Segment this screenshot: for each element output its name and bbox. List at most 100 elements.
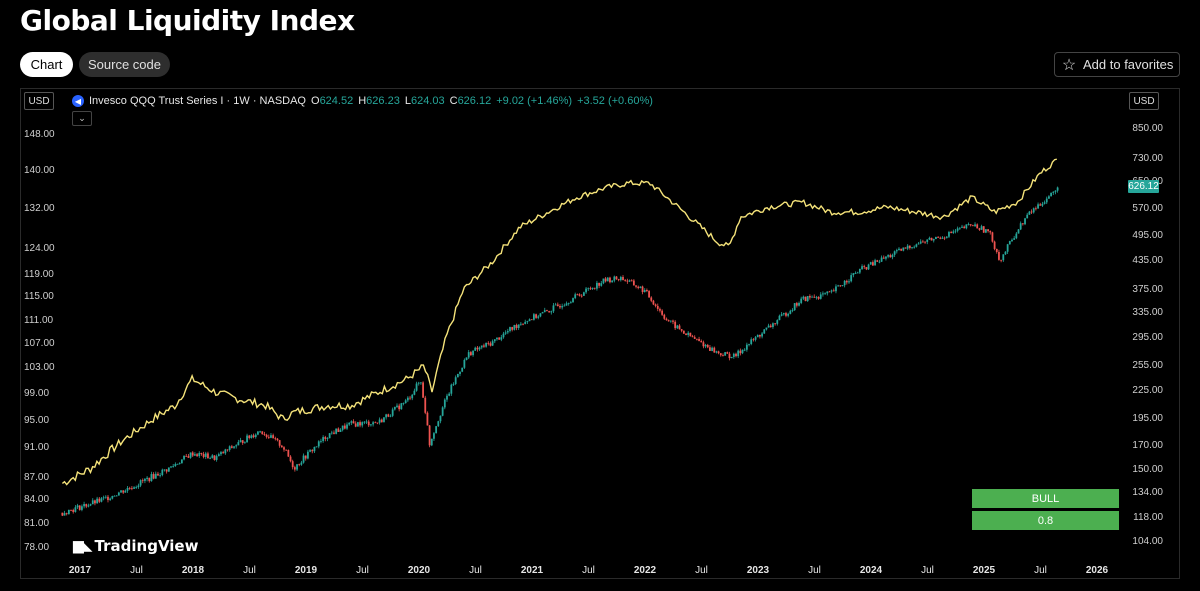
left-axis-tick-label: 95.00	[24, 415, 49, 426]
candle-body	[189, 452, 192, 458]
candle-body	[1030, 211, 1033, 213]
candle-body	[854, 273, 857, 274]
candle-body	[891, 254, 894, 258]
candle-body	[580, 295, 583, 297]
candle-body	[230, 446, 233, 448]
candle-body	[598, 282, 600, 286]
candle-body	[700, 340, 703, 343]
candle-body	[698, 339, 700, 341]
x-axis-tick-label: 2020	[408, 565, 431, 576]
candle-body	[808, 296, 811, 298]
add-to-favorites-label: Add to favorites	[1083, 57, 1174, 72]
candle-body	[233, 446, 235, 448]
candle-body	[1034, 208, 1037, 210]
candle-body	[426, 412, 429, 426]
candle-body	[893, 251, 896, 255]
candle-body	[1004, 251, 1007, 255]
candle-body	[628, 280, 631, 282]
candle-body	[1056, 187, 1059, 191]
change-value-secondary: +3.52 (+0.60%)	[577, 95, 653, 107]
candle-body	[383, 417, 385, 423]
tab-chart[interactable]: Chart	[20, 52, 73, 77]
candle-body	[535, 314, 537, 318]
liquidity-index-line	[61, 158, 1057, 486]
left-axis-tick-label: 99.00	[24, 388, 49, 399]
x-axis-tick-label: Jul	[469, 565, 482, 576]
candle-body	[161, 469, 164, 475]
candle-body	[309, 450, 311, 452]
candle-body	[724, 352, 727, 356]
candle-body	[876, 260, 879, 262]
candle-body	[396, 405, 398, 407]
candle-body	[257, 431, 259, 435]
chevron-down-icon: ⌄	[78, 113, 86, 123]
collapse-legend-button[interactable]: ⌄	[72, 111, 92, 126]
candle-body	[546, 310, 548, 312]
candle-body	[1015, 233, 1018, 239]
candle-body	[226, 449, 229, 451]
candle-body	[1028, 211, 1031, 215]
candle-body	[65, 513, 68, 515]
candle-body	[626, 280, 629, 282]
candle-body	[919, 241, 922, 244]
add-to-favorites-button[interactable]: ☆ Add to favorites	[1054, 52, 1180, 77]
currency-selector-right[interactable]: USD	[1129, 92, 1159, 110]
candle-body	[765, 327, 768, 330]
candle-body	[887, 255, 890, 257]
x-axis-tick-label: 2017	[69, 565, 92, 576]
tradingview-logo[interactable]: ▆◣ TradingView	[73, 537, 198, 555]
candle-body	[302, 455, 305, 463]
candle-body	[585, 288, 587, 293]
currency-selector-left[interactable]: USD	[24, 92, 54, 110]
candle-body	[517, 324, 520, 328]
candle-body	[858, 268, 861, 273]
tab-source-code[interactable]: Source code	[79, 52, 170, 77]
candle-body	[654, 304, 657, 306]
candle-body	[737, 350, 740, 357]
candle-body	[637, 286, 640, 288]
left-axis-tick-label: 87.00	[24, 472, 49, 483]
candle-body	[406, 397, 409, 401]
candle-body	[272, 435, 275, 439]
candle-body	[624, 280, 627, 281]
candle-body	[402, 403, 405, 404]
candle-body	[956, 228, 959, 231]
candle-body	[63, 513, 66, 516]
candle-body	[819, 294, 822, 299]
change-value: +9.02 (+1.46%)	[496, 95, 573, 107]
open-label: O	[311, 95, 320, 107]
left-axis-tick-label: 115.00	[24, 291, 54, 302]
candle-body	[1000, 259, 1003, 261]
nasdaq-logo-icon: ◀	[72, 95, 84, 107]
candle-body	[380, 419, 383, 423]
candle-body	[130, 488, 133, 490]
candle-body	[722, 355, 724, 357]
candle-body	[958, 227, 961, 229]
candle-body	[224, 449, 227, 454]
candle-body	[902, 247, 905, 251]
candle-body	[480, 345, 483, 348]
candle-body	[417, 382, 420, 384]
candle-body	[835, 286, 837, 292]
candle-body	[702, 342, 705, 347]
candle-body	[454, 377, 457, 384]
candle-body	[1017, 229, 1020, 234]
chart-panel	[20, 88, 1180, 579]
candle-body	[815, 296, 818, 298]
candle-body	[146, 477, 148, 479]
candle-body	[446, 395, 448, 400]
candle-body	[761, 333, 763, 337]
candle-body	[113, 495, 116, 497]
candle-body	[945, 236, 948, 238]
right-axis-tick-label: 104.00	[1132, 536, 1163, 547]
symbol-name[interactable]: Invesco QQQ Trust Series I · 1W · NASDAQ	[89, 95, 306, 107]
left-axis-tick-label: 132.00	[24, 203, 55, 214]
x-axis-tick-label: Jul	[356, 565, 369, 576]
candle-body	[537, 316, 540, 318]
candle-body	[213, 455, 216, 460]
candle-body	[304, 455, 307, 459]
candle-body	[989, 231, 992, 233]
candle-body	[911, 247, 913, 249]
candle-body	[526, 321, 529, 322]
candle-body	[691, 336, 694, 338]
